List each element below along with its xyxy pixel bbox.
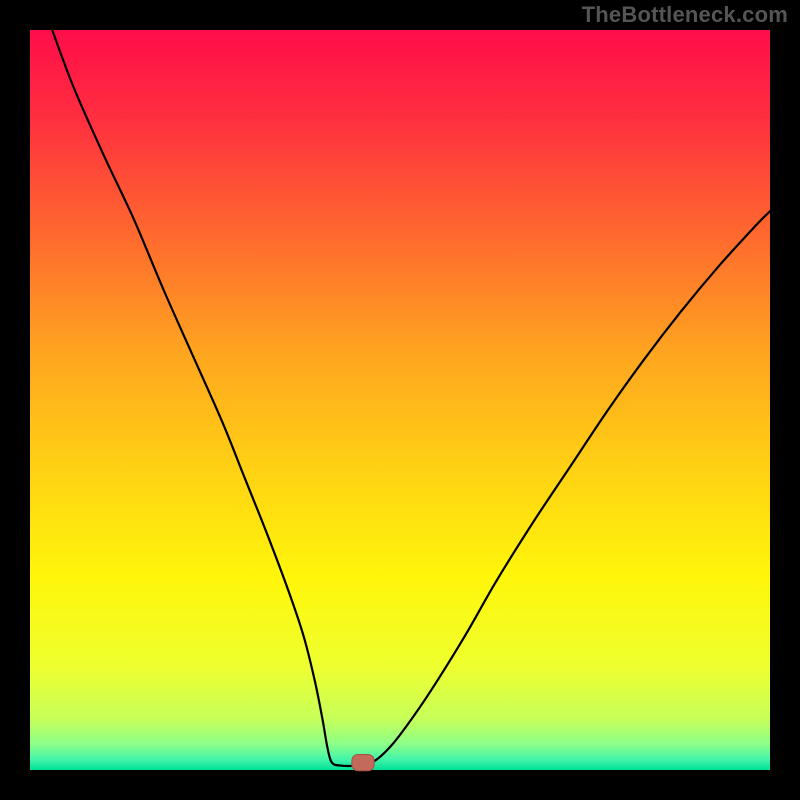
watermark-text: TheBottleneck.com [582,2,788,28]
plot-background [30,30,770,770]
chart-frame: { "watermark": { "text": "TheBottleneck.… [0,0,800,800]
bottleneck-chart [0,0,800,800]
optimum-marker [352,754,374,770]
